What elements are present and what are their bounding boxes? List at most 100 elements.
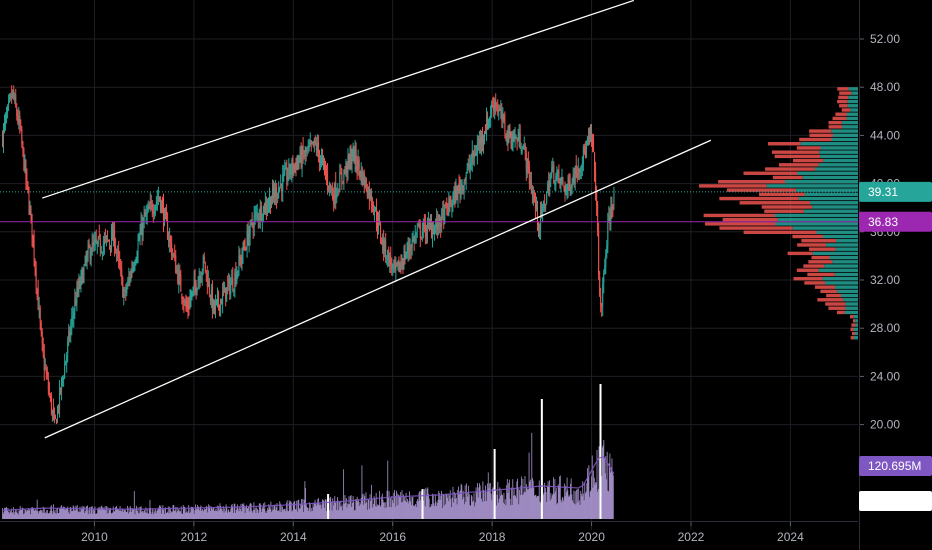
candle-body [328, 186, 330, 189]
candle-body [475, 153, 477, 156]
volume-bar [427, 487, 429, 519]
volume-bar [228, 512, 230, 519]
candle-body [563, 186, 565, 188]
candle-body [17, 115, 19, 123]
candle-body [317, 141, 319, 154]
volume-bar [62, 507, 64, 519]
trend-line-upper[interactable] [42, 0, 635, 199]
profile-bar-up [842, 125, 858, 129]
candle-body [305, 147, 307, 153]
volume-bar [76, 505, 78, 519]
volume-bar [350, 495, 352, 519]
volume-bar [282, 510, 284, 519]
volume-bar [353, 501, 355, 519]
volume-bar [318, 505, 320, 519]
volume-bar [194, 510, 196, 519]
candle-body [580, 168, 582, 170]
time-axis[interactable]: 2010 2012 2014 2016 2018 2020 2022 2024 [0, 521, 858, 545]
trend-channel[interactable] [0, 0, 858, 439]
volume-bar [261, 508, 263, 519]
volume-bar [109, 509, 111, 519]
candle-body [6, 114, 8, 119]
candle-body [267, 204, 269, 206]
volume-bar [80, 511, 82, 519]
candle-body [23, 148, 25, 171]
volume-bar [560, 499, 562, 519]
volume-bar [587, 468, 588, 519]
candle-body [600, 295, 602, 306]
volume-bar [155, 513, 157, 519]
volume-bar [446, 494, 448, 519]
candle-body [53, 415, 55, 417]
candle-body [175, 255, 177, 274]
candle-body [377, 221, 379, 229]
volume-bar [233, 512, 234, 519]
candle-body [220, 299, 222, 312]
volume-bar [510, 487, 512, 519]
candle-body [275, 187, 277, 196]
volume-bar [221, 508, 223, 519]
candle-body [292, 159, 294, 171]
volume-bar [423, 500, 425, 519]
volume-bar [42, 506, 44, 519]
candle-body [342, 180, 344, 182]
candle-body [466, 167, 468, 174]
candle-body [540, 211, 542, 230]
candle-body [517, 139, 519, 142]
time-tick-label: 2012 [181, 530, 208, 544]
volume-bar [332, 505, 334, 519]
volume-bar [34, 510, 36, 519]
candle-body [78, 281, 80, 293]
candle-body [472, 150, 474, 159]
volume-bar [434, 506, 436, 519]
volume-bar [398, 495, 400, 519]
volume-bar [276, 503, 278, 519]
volume-bar [205, 508, 207, 519]
candle-body [499, 107, 501, 111]
volume-bar [97, 507, 99, 519]
volume-bar [158, 507, 160, 519]
volume-bar [25, 509, 27, 519]
candle-body [202, 256, 204, 271]
candle-body [31, 213, 33, 237]
volume-bar [557, 484, 559, 519]
candle-body [607, 222, 609, 246]
volume-bar [465, 501, 467, 519]
volume-bar [161, 508, 163, 519]
candle-body [391, 263, 393, 270]
candle-body [155, 201, 157, 205]
candle-body [485, 132, 487, 134]
volume-bar [6, 506, 8, 519]
candle-body [214, 301, 216, 310]
volume-bar [438, 490, 440, 519]
volume-bar [379, 506, 381, 519]
volume-bar [337, 500, 339, 519]
volume-bar [417, 499, 419, 519]
trend-line-lower[interactable] [44, 139, 712, 439]
candle-body [234, 273, 236, 289]
volume-bar [154, 509, 156, 519]
candle-body [48, 389, 50, 394]
candle-body [203, 257, 205, 261]
profile-bar-down [771, 150, 820, 154]
volume-bar [610, 467, 612, 519]
volume-bar [396, 493, 398, 519]
volume-bar [428, 493, 429, 519]
candle-body [578, 168, 580, 172]
candle-body [558, 170, 560, 179]
volume-bar [424, 506, 426, 519]
volume-bar [115, 507, 117, 519]
volume-bar [496, 494, 498, 519]
candle-body [188, 306, 190, 309]
candle-body [148, 206, 150, 210]
volume-bar [528, 452, 530, 519]
volume-bar [609, 453, 611, 519]
candle-body [378, 219, 380, 228]
candle-body [66, 354, 68, 363]
candle-body [542, 205, 544, 215]
candle-body [15, 94, 17, 107]
volume-bar [44, 508, 46, 519]
candle-body [500, 109, 502, 112]
